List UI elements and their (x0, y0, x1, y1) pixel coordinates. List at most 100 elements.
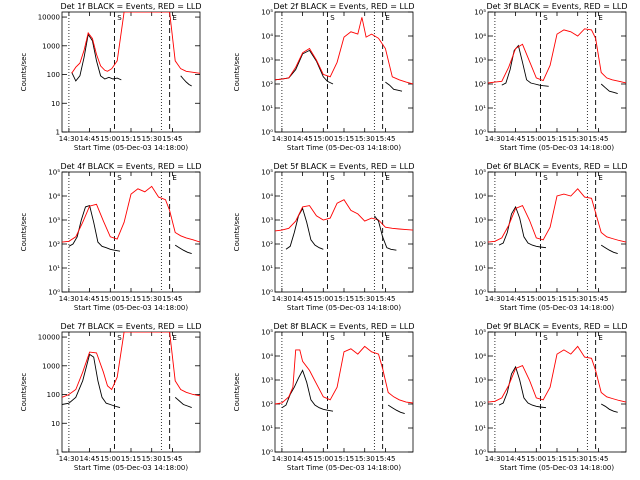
y-axis-label: Counts/sec (233, 373, 241, 412)
x-tick-label: 15:30 (142, 135, 162, 143)
y-tick-label: 1000 (42, 362, 60, 370)
y-tick-label: 10000 (38, 334, 60, 342)
panel-title: Det 6f BLACK = Events, RED = LLD (486, 162, 627, 171)
x-axis-label: Start Time (05-Dec-03 14:18:00) (74, 304, 188, 312)
x-tick-label: 15:00 (100, 455, 120, 463)
x-tick-label: 15:45 (375, 135, 395, 143)
y-tick-label: 10² (261, 81, 273, 89)
x-tick-label: 15:30 (568, 295, 588, 303)
y-tick-label: 10⁰ (474, 289, 486, 297)
x-tick-label: 14:30 (485, 295, 505, 303)
x-tick-label: 15:30 (142, 295, 162, 303)
y-tick-label: 100 (47, 391, 60, 399)
x-tick-label: 15:15 (121, 295, 141, 303)
y-tick-label: 10⁴ (48, 193, 60, 201)
series-line-events (501, 44, 549, 87)
x-tick-label: 14:45 (293, 295, 313, 303)
panel-title: Det 1f BLACK = Events, RED = LLD (60, 2, 201, 11)
y-tick-label: 1 (56, 129, 60, 137)
y-tick-label: 10⁴ (261, 353, 273, 361)
panel-5: Det 5f BLACK = Events, RED = LLD 10⁰ 10¹ 10… (233, 162, 415, 312)
y-tick-label: 10⁰ (48, 289, 60, 297)
plot-frame (274, 171, 414, 293)
x-axis-label: Start Time (05-Dec-03 14:18:00) (500, 464, 614, 472)
y-tick-label: 10⁵ (48, 169, 60, 177)
y-tick-label: 10³ (261, 377, 273, 385)
x-axis-label: Start Time (05-Dec-03 14:18:00) (74, 464, 188, 472)
x-tick-label: 15:45 (162, 295, 182, 303)
marker-e: E (385, 334, 389, 342)
x-tick-label: 15:30 (142, 455, 162, 463)
series-line-events (174, 396, 192, 409)
y-tick-label: 10⁰ (261, 289, 273, 297)
marker-e: E (385, 174, 389, 182)
x-tick-label: 15:15 (334, 455, 354, 463)
series-line-events (71, 33, 122, 82)
x-tick-label: 15:45 (588, 295, 608, 303)
y-tick-label: 10² (474, 81, 486, 89)
plot-frame (487, 11, 627, 133)
x-tick-label: 15:45 (162, 135, 182, 143)
y-tick-label: 10⁰ (261, 449, 273, 457)
marker-e: E (172, 334, 176, 342)
y-tick-label: 10² (474, 401, 486, 409)
y-tick-label: 10² (474, 241, 486, 249)
y-tick-label: 10³ (261, 57, 273, 65)
y-tick-label: 10⁰ (474, 449, 486, 457)
x-tick-label: 14:45 (80, 135, 100, 143)
series-line-events (600, 244, 618, 255)
y-tick-label: 100 (47, 71, 60, 79)
panel-4: Det 4f BLACK = Events, RED = LLD 10⁰ 10¹ 10… (20, 162, 202, 312)
panel-9: Det 9f BLACK = Events, RED = LLD 10⁰ 10¹ 10… (474, 322, 627, 472)
panel-title: Det 5f BLACK = Events, RED = LLD (273, 162, 414, 171)
marker-e: E (385, 14, 389, 22)
y-tick-label: 1 (56, 449, 60, 457)
x-tick-label: 15:00 (313, 295, 333, 303)
x-tick-label: 14:45 (506, 135, 526, 143)
x-tick-label: 15:15 (547, 295, 567, 303)
panel-2: Det 2f BLACK = Events, RED = LLD 10⁰ 10¹ 10… (233, 2, 415, 152)
y-tick-label: 10² (261, 401, 273, 409)
x-tick-label: 15:15 (121, 455, 141, 463)
panel-3: Det 3f BLACK = Events, RED = LLD 10⁰ 10¹ 10… (474, 2, 627, 152)
plot-frame (61, 331, 201, 453)
x-tick-label: 15:00 (313, 455, 333, 463)
y-tick-label: 10⁵ (474, 329, 486, 337)
x-tick-label: 14:45 (506, 455, 526, 463)
x-tick-label: 15:15 (334, 135, 354, 143)
x-tick-label: 15:45 (162, 455, 182, 463)
x-tick-label: 14:30 (485, 455, 505, 463)
series-line-events (285, 207, 324, 250)
y-tick-label: 10⁴ (474, 353, 486, 361)
marker-e: E (598, 174, 602, 182)
y-tick-label: 10³ (48, 217, 60, 225)
y-tick-label: 10³ (474, 377, 486, 385)
x-tick-label: 14:30 (59, 455, 79, 463)
series-line-lld (275, 345, 413, 405)
x-tick-label: 15:00 (526, 135, 546, 143)
y-tick-label: 10² (48, 241, 60, 249)
y-axis-label: Counts/sec (233, 213, 241, 252)
x-tick-label: 14:30 (59, 295, 79, 303)
panel-title: Det 8f BLACK = Events, RED = LLD (273, 322, 414, 331)
x-tick-label: 15:30 (355, 455, 375, 463)
x-tick-label: 15:15 (121, 135, 141, 143)
x-axis-label: Start Time (05-Dec-03 14:18:00) (74, 144, 188, 152)
y-tick-label: 10¹ (48, 265, 60, 273)
marker-s: S (330, 14, 335, 22)
y-tick-label: 10⁴ (474, 193, 486, 201)
x-axis-label: Start Time (05-Dec-03 14:18:00) (287, 144, 401, 152)
x-tick-label: 14:45 (293, 455, 313, 463)
series-line-events (600, 403, 618, 413)
marker-e: E (598, 334, 602, 342)
series-line-lld (488, 28, 626, 84)
x-tick-label: 14:30 (272, 135, 292, 143)
y-tick-label: 10¹ (261, 265, 273, 273)
series-line-events (374, 215, 397, 251)
y-tick-label: 1000 (42, 42, 60, 50)
series-line-events (174, 244, 192, 255)
x-tick-label: 15:00 (100, 135, 120, 143)
series-line-lld (488, 345, 626, 403)
x-tick-label: 14:30 (272, 455, 292, 463)
panel-6: Det 6f BLACK = Events, RED = LLD 10⁰ 10¹ 10… (474, 162, 627, 312)
